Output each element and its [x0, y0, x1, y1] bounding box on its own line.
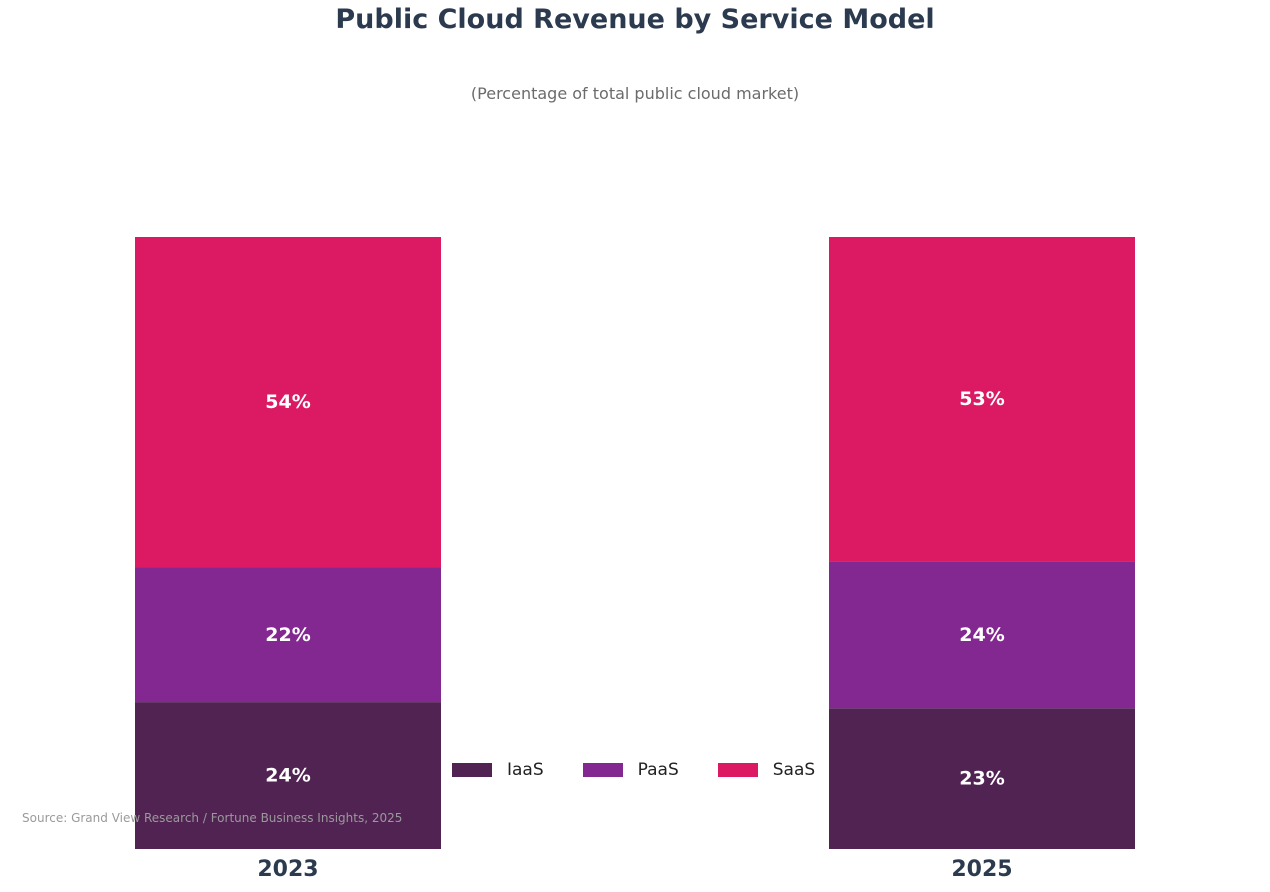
legend-label-paas: PaaS — [637, 760, 679, 780]
legend-item-paas: PaaS — [582, 760, 679, 780]
chart-title: Public Cloud Revenue by Service Model — [335, 4, 935, 35]
bar-paas-2023 — [135, 567, 441, 703]
bar-saas-2023 — [135, 237, 441, 568]
data-label-saas-2025: 53% — [959, 388, 1004, 410]
legend-item-iaas: IaaS — [452, 760, 544, 780]
legend-swatch-iaas — [452, 763, 492, 777]
category-label-2023: 2023 — [257, 857, 318, 882]
category-label-2025: 2025 — [951, 857, 1012, 882]
data-label-paas-2023: 22% — [265, 624, 310, 646]
bar-saas-2025 — [829, 237, 1135, 562]
data-label-paas-2025: 24% — [959, 624, 1004, 646]
bar-iaas-2023 — [135, 702, 441, 849]
data-label-iaas-2025: 23% — [959, 768, 1004, 790]
bar-paas-2025 — [829, 561, 1135, 709]
data-label-saas-2023: 54% — [265, 391, 310, 413]
chart-subtitle: (Percentage of total public cloud market… — [470, 84, 800, 103]
data-label-iaas-2023: 24% — [265, 765, 310, 787]
legend-swatch-saas — [717, 763, 758, 777]
bar-iaas-2025 — [829, 708, 1135, 849]
legend-swatch-paas — [582, 763, 623, 777]
source-note: Source: Grand View Research / Fortune Bu… — [22, 811, 403, 825]
legend: IaaS PaaS SaaS — [452, 760, 854, 780]
legend-item-saas: SaaS — [717, 760, 816, 780]
legend-label-iaas: IaaS — [507, 760, 544, 780]
legend-label-saas: SaaS — [772, 760, 816, 780]
